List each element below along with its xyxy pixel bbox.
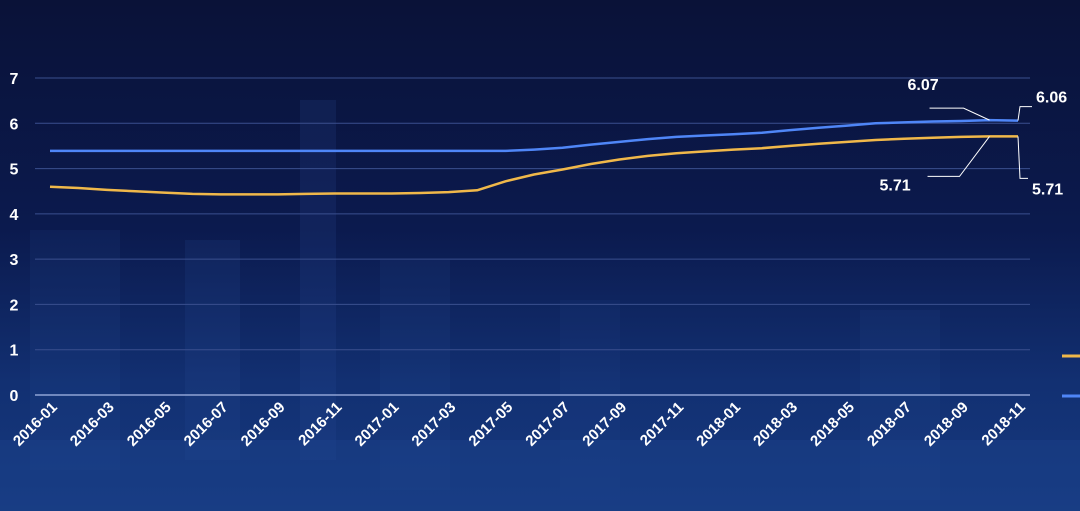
x-tick-label: 2018-09	[921, 399, 972, 450]
x-tick-label: 2017-09	[579, 399, 630, 450]
y-tick-label: 3	[10, 252, 19, 269]
x-tick-label: 2018-01	[693, 399, 744, 450]
x-tick-label: 2016-11	[295, 399, 345, 449]
y-tick-label: 5	[10, 162, 19, 179]
x-axis-tick-labels: 2016-01 2016-03 2016-05 2016-07 2016-09 2016-…	[10, 399, 1029, 450]
x-tick-label: 2017-07	[522, 399, 573, 450]
x-tick-label: 2017-11	[637, 399, 687, 449]
series-lines	[49, 118, 1019, 196]
y-axis-tick-labels: 0 1 2 3 4 5 6 7	[10, 71, 19, 405]
x-tick-label: 2016-01	[10, 399, 61, 450]
x-tick-label: 2016-05	[124, 399, 175, 450]
gridlines	[35, 77, 1030, 396]
x-tick-label: 2018-03	[750, 399, 801, 450]
x-tick-label: 2018-05	[807, 399, 858, 450]
x-tick-label: 2016-07	[181, 399, 232, 450]
x-tick-label: 2017-05	[465, 399, 516, 450]
y-tick-label: 7	[10, 71, 19, 88]
y-tick-label: 4	[10, 207, 19, 224]
data-label: 5.71	[1032, 181, 1063, 198]
y-tick-label: 0	[10, 388, 19, 405]
data-label-leader	[929, 107, 990, 121]
data-label: 6.06	[1036, 90, 1067, 107]
x-tick-label: 2017-03	[408, 399, 459, 450]
y-tick-label: 2	[10, 297, 19, 314]
x-tick-label: 2018-11	[978, 399, 1028, 449]
x-tick-label: 2016-09	[238, 399, 289, 450]
data-labels: 6.07 6.06 5.71 5.71	[880, 77, 1068, 198]
y-tick-label: 1	[10, 343, 19, 360]
series-line-2	[50, 118, 1019, 153]
x-tick-label: 2018-07	[864, 399, 915, 450]
data-label-leader	[1017, 136, 1028, 179]
data-label: 6.07	[908, 77, 939, 94]
data-label: 5.71	[880, 177, 911, 194]
legend	[1062, 354, 1080, 398]
y-tick-label: 6	[10, 116, 19, 133]
x-tick-label: 2016-03	[67, 399, 118, 450]
series-line-1	[49, 135, 1018, 196]
data-label-leader	[927, 136, 990, 177]
data-label-leader	[1017, 106, 1032, 121]
x-tick-label: 2017-01	[352, 399, 403, 450]
